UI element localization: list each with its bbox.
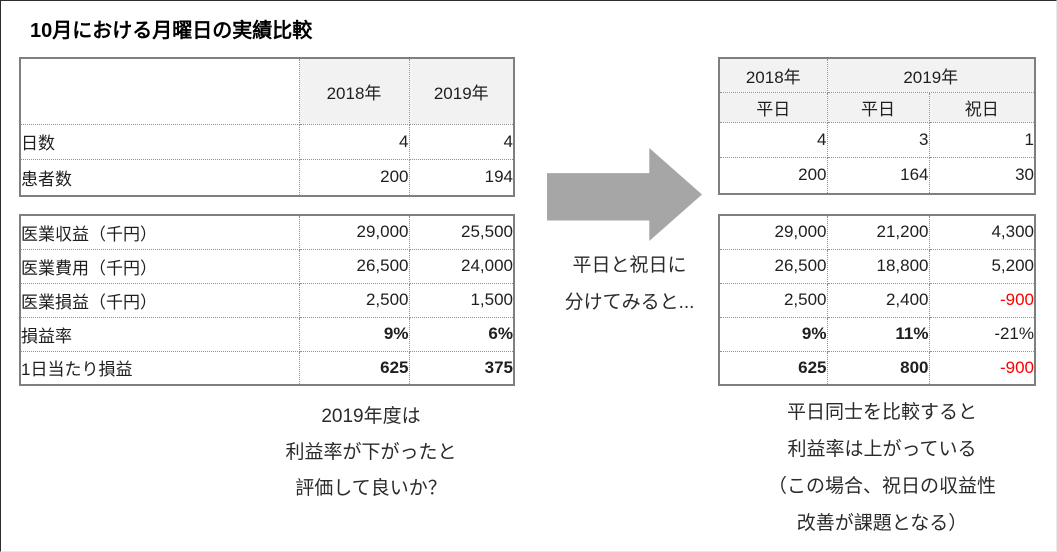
right-counts-table: 2018年 2019年 平日 平日 祝日 4 3 1 200 164 30 xyxy=(718,57,1036,195)
note-line: 分けてみると... xyxy=(564,292,695,313)
right-table-note: 平日同士を比較すると 利益率は上がっている （この場合、祝日の収益性 改善が課題… xyxy=(713,394,1051,542)
value-cell: -900 xyxy=(928,350,1036,386)
value-cell: 4 xyxy=(298,123,410,160)
value-cell: 11% xyxy=(826,316,930,352)
row-label: 損益率 xyxy=(19,316,300,352)
table-row: 2018年 2019年 xyxy=(718,57,1036,93)
table-row: 平日 平日 祝日 xyxy=(718,91,1036,123)
left-counts-table: 2018年 2019年 日数 4 4 患者数 200 194 xyxy=(19,57,515,197)
row-label: 1日当たり損益 xyxy=(19,350,300,386)
value-cell: 29,000 xyxy=(718,214,828,250)
value-cell: 30 xyxy=(928,156,1036,195)
value-cell: 375 xyxy=(408,350,515,386)
table-row: 2,500 2,400 -900 xyxy=(718,282,1036,318)
year-header: 2019年 xyxy=(408,57,515,125)
value-cell: 26,500 xyxy=(718,248,828,284)
value-cell: 164 xyxy=(826,156,930,195)
row-label: 医業費用（千円） xyxy=(19,248,300,284)
value-cell: -21% xyxy=(928,316,1036,352)
note-line: 2019年度は xyxy=(321,406,421,427)
table-row: 625 800 -900 xyxy=(718,350,1036,386)
table-row: 26,500 18,800 5,200 xyxy=(718,248,1036,284)
value-cell: 4 xyxy=(718,121,828,158)
note-line: 平日同士を比較すると xyxy=(786,402,977,423)
value-cell: 4,300 xyxy=(928,214,1036,250)
arrow-caption: 平日と祝日に 分けてみると... xyxy=(532,247,727,321)
day-type-header: 平日 xyxy=(718,91,828,123)
table-row: 1日当たり損益 625 375 xyxy=(19,350,515,386)
table-row: 4 3 1 xyxy=(718,121,1036,158)
value-cell: 29,000 xyxy=(298,214,410,250)
note-line: 評価して良いか？ xyxy=(295,478,447,499)
year-header: 2019年 xyxy=(826,57,1036,93)
value-cell: 200 xyxy=(298,158,410,197)
year-header: 2018年 xyxy=(298,57,410,125)
table-row: 日数 4 4 xyxy=(19,123,515,160)
table-row: 医業費用（千円） 26,500 24,000 xyxy=(19,248,515,284)
value-cell: 625 xyxy=(298,350,410,386)
year-header: 2018年 xyxy=(718,57,828,93)
value-cell: 26,500 xyxy=(298,248,410,284)
value-cell: 2,500 xyxy=(298,282,410,318)
value-cell: 625 xyxy=(718,350,828,386)
table-row: 9% 11% -21% xyxy=(718,316,1036,352)
table-row: 2018年 2019年 xyxy=(19,57,515,125)
right-arrow-icon xyxy=(547,148,702,241)
value-cell: 9% xyxy=(298,316,410,352)
value-cell: 25,500 xyxy=(408,214,515,250)
value-cell: 4 xyxy=(408,123,515,160)
page-title: 10月における月曜日の実績比較 xyxy=(30,20,313,42)
value-cell: 800 xyxy=(826,350,930,386)
value-cell: 5,200 xyxy=(928,248,1036,284)
left-metrics-table: 医業収益（千円） 29,000 25,500 医業費用（千円） 26,500 2… xyxy=(19,214,515,386)
table-row: 200 164 30 xyxy=(718,156,1036,195)
row-label: 医業収益（千円） xyxy=(19,214,300,250)
day-type-header: 祝日 xyxy=(928,91,1036,123)
value-cell: 1 xyxy=(928,121,1036,158)
value-cell: 18,800 xyxy=(826,248,930,284)
blank-header-cell xyxy=(19,57,300,125)
right-metrics-table: 29,000 21,200 4,300 26,500 18,800 5,200 … xyxy=(718,214,1036,386)
note-line: 利益率は上がっている xyxy=(787,439,977,460)
value-cell: -900 xyxy=(928,282,1036,318)
value-cell: 2,500 xyxy=(718,282,828,318)
table-row: 損益率 9% 6% xyxy=(19,316,515,352)
value-cell: 6% xyxy=(408,316,515,352)
row-label: 患者数 xyxy=(19,158,300,197)
value-cell: 194 xyxy=(408,158,515,197)
note-line: （この場合、祝日の収益性 xyxy=(767,476,996,497)
table-row: 患者数 200 194 xyxy=(19,158,515,197)
day-type-header: 平日 xyxy=(826,91,930,123)
value-cell: 2,400 xyxy=(826,282,930,318)
table-row: 医業収益（千円） 29,000 25,500 xyxy=(19,214,515,250)
table-row: 29,000 21,200 4,300 xyxy=(718,214,1036,250)
value-cell: 3 xyxy=(826,121,930,158)
note-line: 平日と祝日に xyxy=(572,255,687,276)
value-cell: 9% xyxy=(718,316,828,352)
value-cell: 21,200 xyxy=(826,214,930,250)
row-label: 医業損益（千円） xyxy=(19,282,300,318)
value-cell: 24,000 xyxy=(408,248,515,284)
note-line: 改善が課題となる） xyxy=(796,513,968,534)
value-cell: 1,500 xyxy=(408,282,515,318)
value-cell: 200 xyxy=(718,156,828,195)
row-label: 日数 xyxy=(19,123,300,160)
left-table-note: 2019年度は 利益率が下がったと 評価して良いか？ xyxy=(221,399,521,507)
note-line: 利益率が下がったと xyxy=(285,442,457,463)
table-row: 医業損益（千円） 2,500 1,500 xyxy=(19,282,515,318)
